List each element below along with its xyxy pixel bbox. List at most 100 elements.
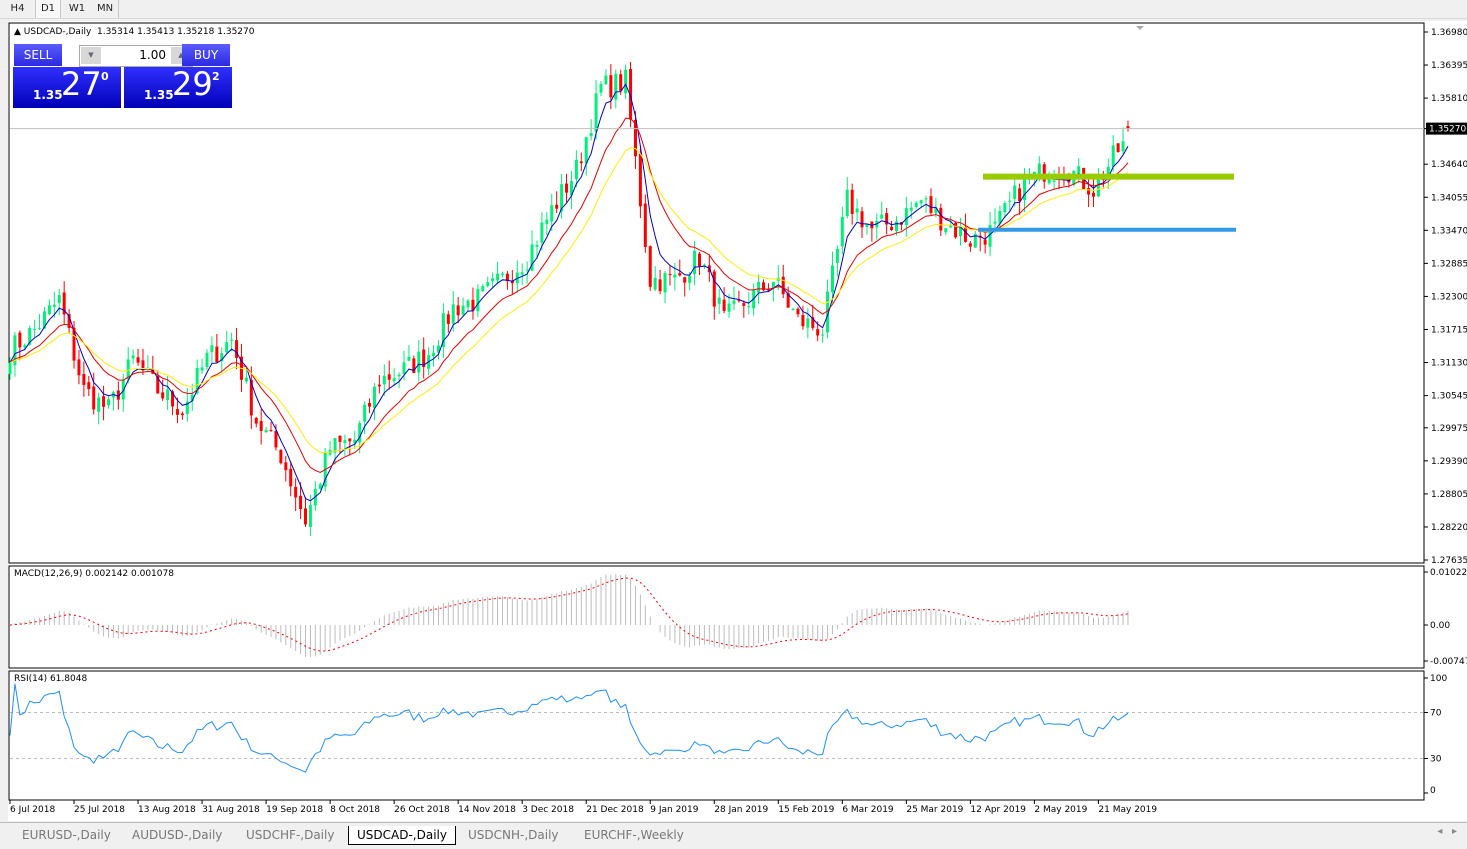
candle — [210, 336, 214, 364]
candle-body — [1077, 166, 1081, 174]
candle — [619, 69, 623, 95]
candle-body — [244, 377, 248, 382]
candle — [698, 252, 701, 275]
candle-body — [92, 386, 96, 410]
candle — [870, 221, 874, 242]
date-label: 14 Nov 2018 — [458, 805, 516, 815]
candle-body — [451, 304, 455, 324]
candle-body — [269, 429, 273, 431]
candle-body — [1023, 178, 1027, 201]
chart-shift-marker-icon — [1136, 26, 1144, 30]
date-label: 9 Jan 2019 — [650, 805, 698, 815]
candle — [141, 348, 145, 376]
candle — [294, 478, 298, 512]
tab-usdcnh-daily[interactable]: USDCNH-,Daily — [468, 828, 559, 842]
candle — [673, 262, 677, 291]
price-tick-label: 1.36980 — [1431, 28, 1467, 38]
candle-body — [525, 269, 529, 271]
candle-body — [584, 137, 588, 164]
candle — [304, 497, 307, 527]
rsi-line — [9, 683, 1129, 773]
candle — [821, 328, 825, 343]
buy-price[interactable]: 1.35 29 2 — [124, 65, 232, 108]
buy-price-fraction: 2 — [212, 70, 220, 83]
candle-body — [698, 253, 701, 267]
timeframe-h4[interactable]: H4 — [0, 0, 36, 18]
tab-scroll-arrows-icon[interactable]: ◂ ▸ — [1437, 826, 1457, 837]
candle-body — [1106, 166, 1110, 180]
candle — [82, 361, 86, 397]
tab-eurchf-weekly[interactable]: EURCHF-,Weekly — [584, 828, 684, 842]
lot-value[interactable]: 1.00 — [139, 48, 166, 62]
candle-body — [407, 356, 411, 361]
tab-usdchf-daily[interactable]: USDCHF-,Daily — [246, 828, 335, 842]
candle-body — [860, 211, 864, 228]
date-label: 31 Aug 2018 — [202, 805, 260, 815]
candle-body — [200, 367, 204, 371]
tab-eurusd-daily[interactable]: EURUSD-,Daily — [22, 828, 111, 842]
candle — [259, 408, 263, 445]
buy-button[interactable]: BUY — [182, 44, 230, 66]
candle-body — [845, 189, 849, 216]
candle — [67, 309, 71, 334]
macd-tick-label: 0.00 — [1430, 621, 1450, 631]
candle — [368, 398, 372, 414]
candle-body — [476, 289, 480, 312]
candle-body — [569, 181, 573, 196]
candle-body — [1052, 180, 1056, 182]
candle — [766, 283, 770, 293]
chart-symbol: USDCAD-,Daily — [23, 27, 92, 37]
candle-body — [131, 355, 135, 359]
candle — [574, 150, 578, 188]
candle-body — [481, 286, 485, 292]
lot-decrease-icon[interactable]: ▼ — [81, 47, 101, 64]
candle — [171, 389, 175, 416]
lot-size-input[interactable]: ▼ 1.00 ▲ — [79, 45, 193, 67]
candle — [584, 136, 588, 176]
candle — [136, 348, 140, 366]
candle-body — [446, 314, 450, 324]
candle-body — [436, 345, 440, 353]
candle — [998, 205, 1002, 230]
candle-body — [87, 382, 91, 390]
candle — [545, 212, 549, 236]
timeframe-w1[interactable]: W1 — [68, 3, 86, 14]
candle — [1092, 179, 1095, 208]
date-label: 8 Oct 2018 — [330, 805, 380, 815]
candle-body — [33, 328, 37, 330]
timeframe-mn[interactable]: MN — [92, 0, 119, 18]
candle-body — [382, 375, 386, 385]
candle-body — [18, 332, 22, 348]
candle — [353, 430, 357, 450]
candle-body — [180, 413, 184, 416]
candle — [653, 266, 657, 292]
collapse-triangle-icon[interactable]: ▲ — [14, 27, 21, 37]
buy-price-prefix: 1.35 — [144, 88, 174, 102]
price-tick-label: 1.30545 — [1431, 392, 1467, 402]
tab-usdcad-daily[interactable]: USDCAD-,Daily — [348, 826, 456, 845]
sell-button[interactable]: SELL — [14, 44, 62, 66]
timeframe-d1[interactable]: D1 — [36, 0, 61, 18]
candle — [422, 337, 426, 379]
candle-body — [968, 243, 972, 247]
candle — [633, 111, 637, 169]
candle — [97, 392, 101, 425]
candle-body — [633, 119, 637, 157]
candle — [195, 359, 199, 395]
candle — [929, 188, 933, 216]
candle — [284, 455, 288, 482]
candle-body — [737, 300, 741, 302]
candle-body — [909, 207, 913, 211]
candle-body — [23, 345, 27, 348]
candle — [757, 274, 761, 305]
pane-border-macd — [8, 565, 1425, 669]
sell-price[interactable]: 1.35 27 0 — [13, 65, 121, 108]
candle-body — [830, 265, 834, 293]
tab-audusd-daily[interactable]: AUDUSD-,Daily — [132, 828, 223, 842]
candle-body — [38, 328, 42, 330]
macd-tick-label: -0.007472 — [1430, 657, 1467, 667]
candle-body — [505, 273, 509, 282]
one-click-trading-panel: SELL ▼ 1.00 ▲ BUY 1.35 27 0 1.35 29 2 — [13, 44, 232, 108]
candle-body — [377, 384, 381, 387]
